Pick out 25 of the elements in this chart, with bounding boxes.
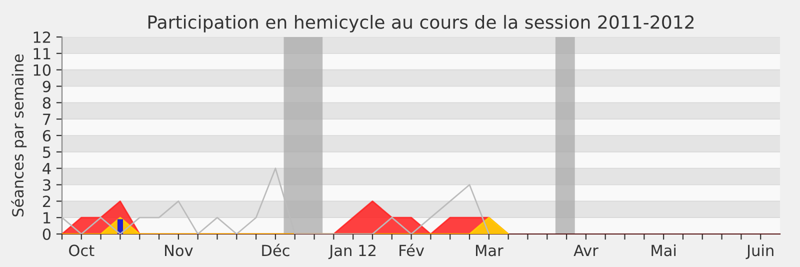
y-axis-title: Séances par semaine xyxy=(11,54,27,216)
y-tick-label: 4 xyxy=(42,163,51,174)
x-tick-label: Avr xyxy=(574,244,598,256)
x-tick-label: Nov xyxy=(165,244,193,256)
x-tick-label: Mar xyxy=(476,244,504,256)
x-tick-label: Déc xyxy=(262,244,290,256)
y-tick-label: 10 xyxy=(34,64,51,76)
y-tick-label: 11 xyxy=(34,48,50,60)
line-series xyxy=(62,168,490,234)
y-tick-label: 0 xyxy=(42,228,51,240)
y-tick-label: 9 xyxy=(42,80,51,92)
x-tick-label: Juin xyxy=(746,244,774,260)
y-tick-label: 2 xyxy=(42,196,50,207)
y-tick-label: 1 xyxy=(44,212,50,224)
y-tick-label: 12 xyxy=(34,31,50,43)
y-tick-label: 8 xyxy=(42,97,51,109)
x-tick-label: Mai xyxy=(652,244,676,256)
x-tick-label: Fév xyxy=(400,244,424,256)
chart-title: Participation en hemicycle au cours de la session 2011-2012 xyxy=(148,14,694,32)
y-tick-label: 7 xyxy=(43,114,50,125)
x-tick-label: Oct xyxy=(69,244,94,256)
y-tick-label: 5 xyxy=(43,146,50,158)
x-tick-label: Jan 12 xyxy=(328,244,376,260)
y-tick-label: 3 xyxy=(43,179,50,191)
y-tick-label: 6 xyxy=(42,130,51,142)
